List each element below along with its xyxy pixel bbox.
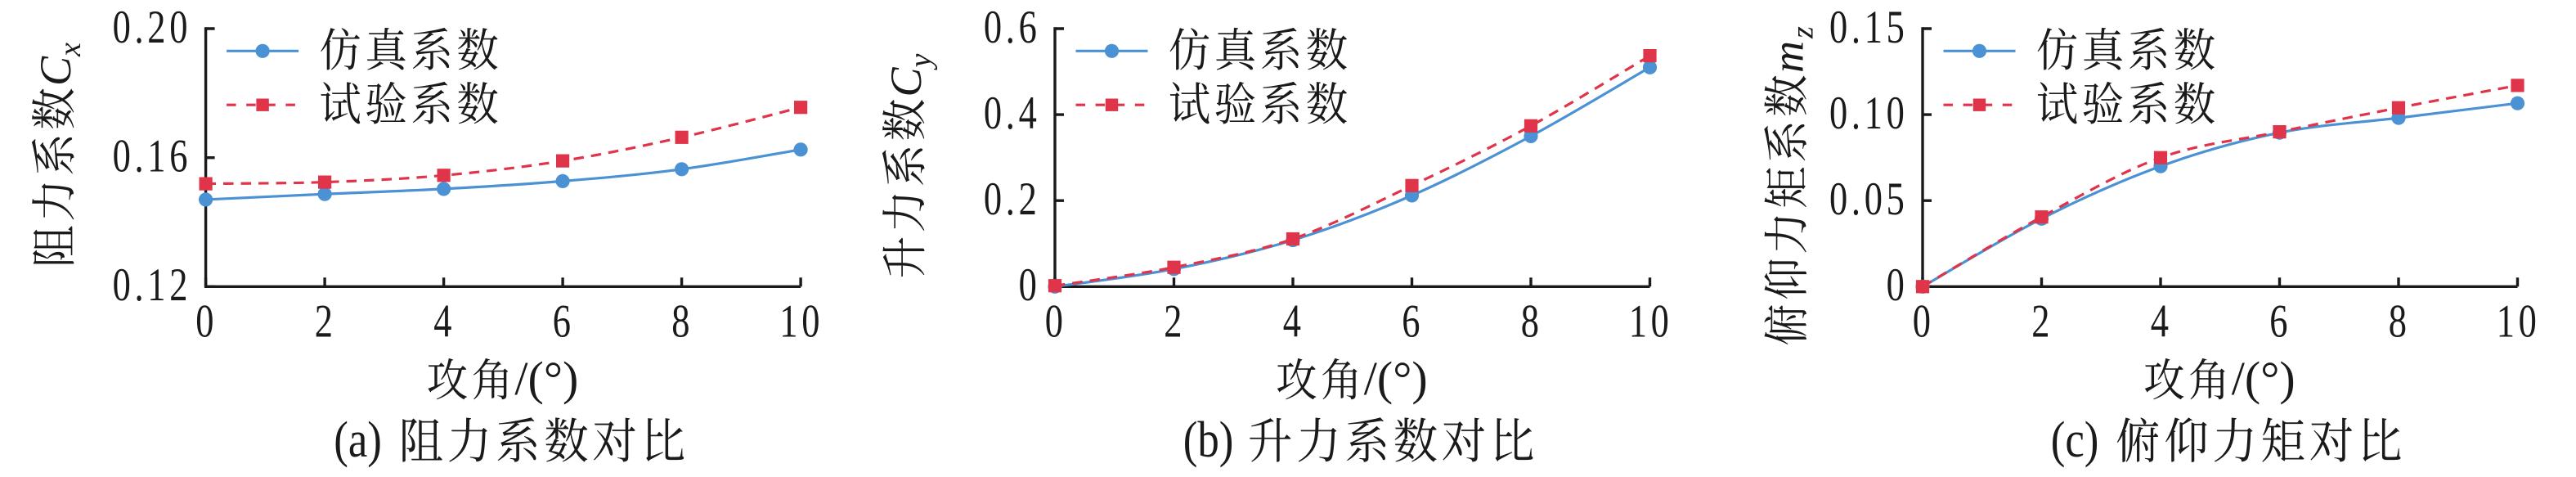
- svg-text:(b): (b): [1183, 411, 1234, 468]
- svg-text:0.15: 0.15: [1829, 2, 1909, 54]
- svg-text:2: 2: [2031, 295, 2053, 348]
- svg-text:z: z: [1785, 26, 1820, 39]
- svg-text:y: y: [904, 54, 938, 71]
- svg-text:4: 4: [433, 295, 456, 348]
- svg-text:0.4: 0.4: [984, 88, 1041, 140]
- svg-text:/(°): /(°): [2232, 352, 2296, 405]
- svg-text:10: 10: [2497, 295, 2541, 348]
- svg-text:0.6: 0.6: [984, 2, 1041, 54]
- svg-text:x: x: [53, 43, 88, 57]
- svg-text:C: C: [882, 67, 931, 97]
- svg-text:8: 8: [2389, 295, 2411, 348]
- svg-text:0: 0: [1019, 259, 1041, 312]
- svg-text:10: 10: [779, 295, 824, 348]
- svg-text:2: 2: [1164, 295, 1186, 348]
- svg-text:6: 6: [553, 295, 575, 348]
- svg-text:4: 4: [2151, 295, 2173, 348]
- svg-text:0.16: 0.16: [113, 130, 192, 182]
- svg-text:m: m: [1763, 41, 1812, 73]
- svg-text:(a): (a): [334, 411, 382, 468]
- svg-text:0: 0: [1887, 259, 1909, 312]
- svg-text:0.05: 0.05: [1829, 173, 1909, 226]
- svg-text:0.2: 0.2: [984, 173, 1041, 226]
- svg-text:0: 0: [1913, 295, 1935, 348]
- svg-text:4: 4: [1283, 295, 1305, 348]
- svg-text:C: C: [31, 56, 80, 86]
- svg-text:6: 6: [1402, 295, 1424, 348]
- svg-text:0.12: 0.12: [113, 259, 192, 312]
- svg-text:6: 6: [2269, 295, 2291, 348]
- svg-text:/(°): /(°): [514, 352, 578, 405]
- svg-text:0.10: 0.10: [1829, 88, 1909, 140]
- svg-text:/(°): /(°): [1364, 352, 1428, 405]
- svg-text:10: 10: [1629, 295, 1673, 348]
- svg-text:8: 8: [1521, 295, 1543, 348]
- svg-text:(c): (c): [2051, 411, 2099, 468]
- svg-text:0: 0: [195, 295, 218, 348]
- svg-text:2: 2: [315, 295, 337, 348]
- svg-text:0.20: 0.20: [113, 2, 192, 54]
- svg-text:0: 0: [1045, 295, 1067, 348]
- svg-text:8: 8: [671, 295, 693, 348]
